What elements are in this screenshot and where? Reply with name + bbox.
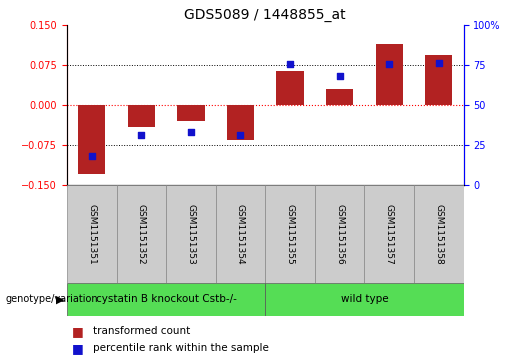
Point xyxy=(385,61,393,67)
Text: cystatin B knockout Cstb-/-: cystatin B knockout Cstb-/- xyxy=(96,294,236,305)
Text: ▶: ▶ xyxy=(56,294,64,305)
Text: GSM1151357: GSM1151357 xyxy=(385,204,393,265)
Bar xyxy=(265,283,464,316)
Point xyxy=(435,60,443,66)
Point xyxy=(335,73,344,79)
Point xyxy=(236,132,245,138)
Bar xyxy=(375,44,403,105)
Bar xyxy=(166,185,216,283)
Text: GSM1151351: GSM1151351 xyxy=(87,204,96,265)
Text: GSM1151356: GSM1151356 xyxy=(335,204,344,265)
Text: wild type: wild type xyxy=(340,294,388,305)
Bar xyxy=(216,185,265,283)
Text: GSM1151354: GSM1151354 xyxy=(236,204,245,265)
Bar xyxy=(315,185,365,283)
Text: ■: ■ xyxy=(72,342,84,355)
Bar xyxy=(128,105,155,127)
Point xyxy=(187,129,195,135)
Text: transformed count: transformed count xyxy=(93,326,190,336)
Bar xyxy=(265,185,315,283)
Point xyxy=(88,153,96,159)
Text: GSM1151358: GSM1151358 xyxy=(434,204,443,265)
Bar xyxy=(414,185,464,283)
Text: ■: ■ xyxy=(72,325,84,338)
Bar xyxy=(67,283,265,316)
Text: GSM1151355: GSM1151355 xyxy=(285,204,295,265)
Bar xyxy=(67,185,116,283)
Text: GSM1151353: GSM1151353 xyxy=(186,204,195,265)
Point xyxy=(286,61,294,67)
Bar xyxy=(365,185,414,283)
Bar xyxy=(177,105,204,121)
Bar xyxy=(425,55,452,105)
Bar xyxy=(277,71,304,105)
Bar xyxy=(78,105,106,175)
Title: GDS5089 / 1448855_at: GDS5089 / 1448855_at xyxy=(184,8,346,22)
Bar xyxy=(116,185,166,283)
Text: GSM1151352: GSM1151352 xyxy=(137,204,146,265)
Bar xyxy=(227,105,254,140)
Text: genotype/variation: genotype/variation xyxy=(5,294,98,305)
Point xyxy=(137,132,145,138)
Text: percentile rank within the sample: percentile rank within the sample xyxy=(93,343,269,354)
Bar xyxy=(326,89,353,105)
